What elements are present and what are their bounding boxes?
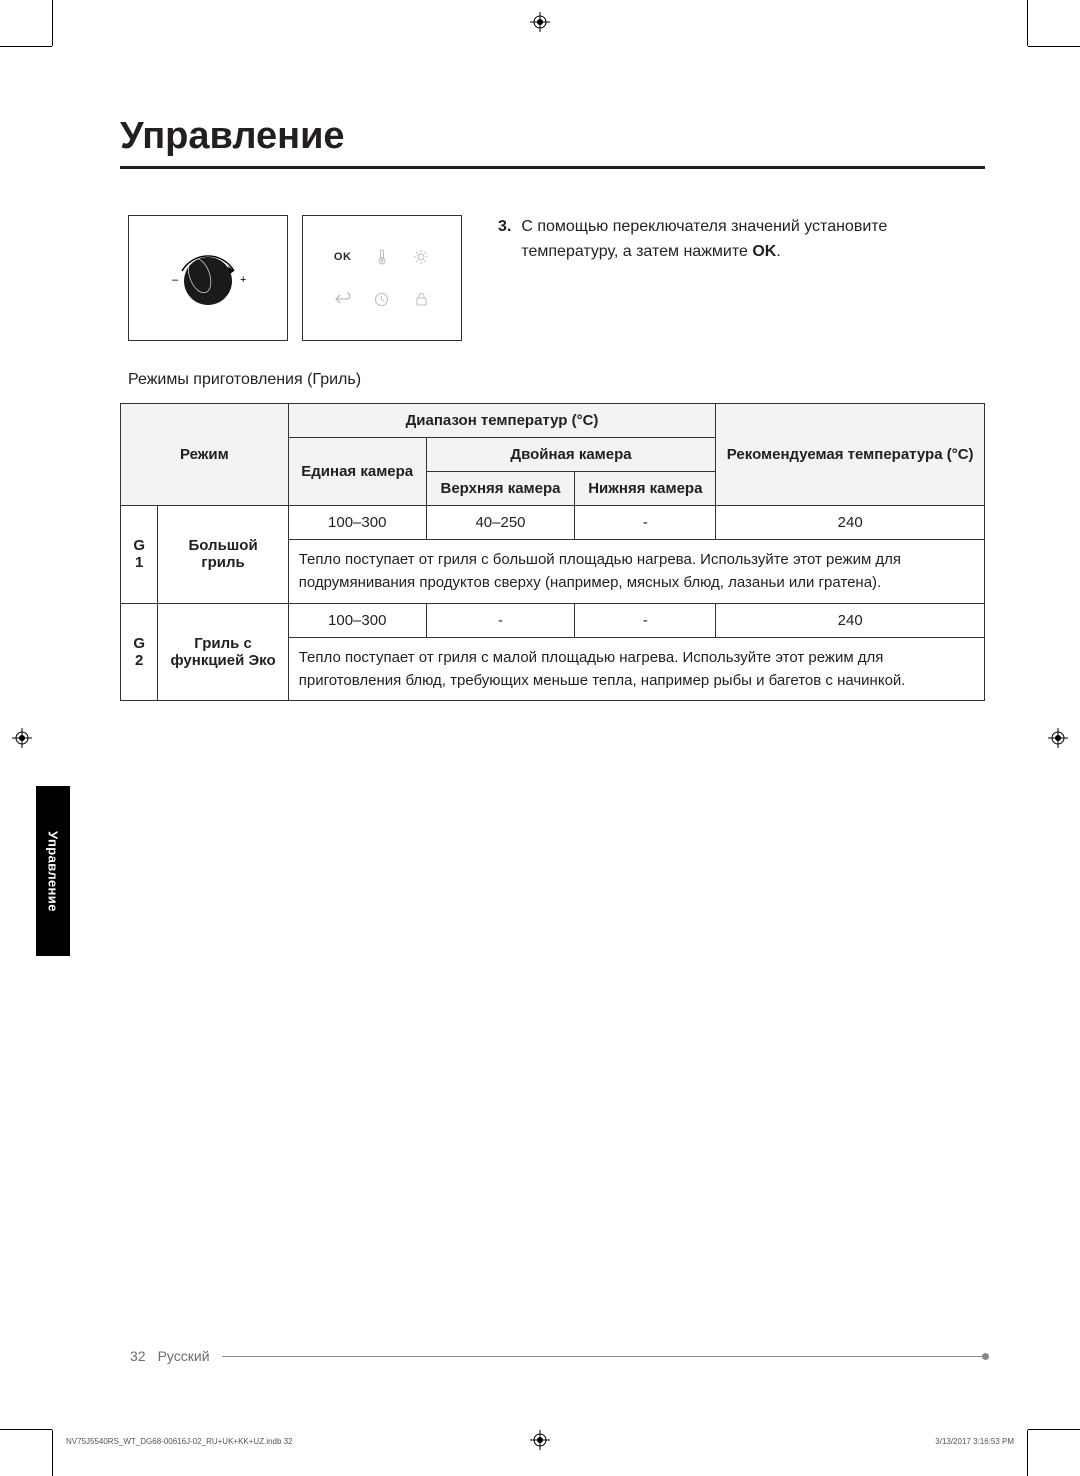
dial-figure: – +	[128, 215, 288, 341]
page-footer: 32 Русский	[130, 1348, 985, 1364]
col-lower: Нижняя камера	[575, 472, 716, 506]
cell-upper: -	[426, 603, 575, 637]
mode-description: Тепло поступает от гриля с большой площа…	[288, 540, 984, 604]
svg-text:+: +	[240, 274, 246, 286]
title-divider	[120, 166, 985, 169]
registration-mark-left	[12, 728, 32, 748]
mode-name: Гриль с функцией Эко	[158, 603, 288, 701]
col-recommended: Рекомендуемая температура (°C)	[716, 404, 985, 506]
back-icon	[326, 281, 359, 317]
svg-text:–: –	[172, 274, 179, 286]
clock-icon	[365, 281, 398, 317]
light-icon	[405, 239, 438, 275]
step-3-instruction: 3. С помощью переключателя значений уста…	[498, 215, 985, 265]
mode-description: Тепло поступает от гриля с малой площадь…	[288, 637, 984, 701]
col-temp-range: Диапазон температур (°C)	[288, 404, 716, 438]
print-footer: NV75J5540RS_WT_DG68-00616J-02_RU+UK+KK+U…	[66, 1437, 1014, 1446]
mode-code: G 2	[121, 603, 158, 701]
col-upper: Верхняя камера	[426, 472, 575, 506]
cell-lower: -	[575, 506, 716, 540]
col-single: Единая камера	[288, 438, 426, 506]
cell-single: 100–300	[288, 603, 426, 637]
language-label: Русский	[158, 1348, 210, 1364]
section-subhead: Режимы приготовления (Гриль)	[128, 371, 985, 389]
cell-recommended: 240	[716, 506, 985, 540]
footer-rule	[222, 1356, 985, 1357]
side-tab: Управление	[36, 786, 70, 956]
cell-recommended: 240	[716, 603, 985, 637]
registration-mark-right	[1048, 728, 1068, 748]
cell-lower: -	[575, 603, 716, 637]
cell-single: 100–300	[288, 506, 426, 540]
mode-code: G 1	[121, 506, 158, 604]
mode-name: Большой гриль	[158, 506, 288, 604]
ok-key-label: OK	[326, 239, 359, 275]
cell-upper: 40–250	[426, 506, 575, 540]
col-mode: Режим	[121, 404, 289, 506]
lock-icon	[405, 281, 438, 317]
keypad-figure: OK	[302, 215, 462, 341]
step-number: 3.	[498, 215, 511, 265]
print-file: NV75J5540RS_WT_DG68-00616J-02_RU+UK+KK+U…	[66, 1437, 293, 1446]
thermometer-icon	[365, 239, 398, 275]
print-time: 3/13/2017 3:16:53 PM	[935, 1437, 1014, 1446]
page-number: 32	[130, 1348, 146, 1364]
registration-mark-top	[530, 12, 550, 32]
page-title: Управление	[120, 115, 985, 158]
modes-table: Режим Диапазон температур (°C) Рекоменду…	[120, 403, 985, 701]
step-text: С помощью переключателя значений установ…	[521, 215, 985, 265]
col-dual: Двойная камера	[426, 438, 716, 472]
